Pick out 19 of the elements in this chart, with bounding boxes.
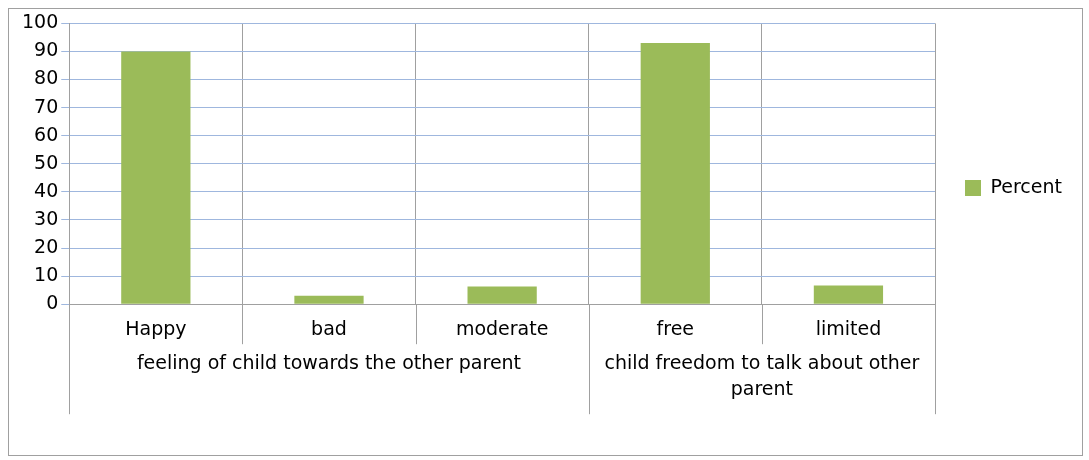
y-tick-label: 90 [34,38,59,61]
y-tick-label: 70 [34,94,59,117]
y-tick-label: 0 [46,291,59,314]
y-tick-label: 60 [34,122,59,145]
y-tick-label: 100 [22,10,59,33]
x-tick-label: moderate [455,316,549,339]
x-tick-label: Happy [125,316,187,339]
y-tick-label: 80 [34,66,59,89]
text: child freedom to talk about other parent [604,351,920,400]
x-tick-label: free [656,316,695,339]
y-tick-label: 40 [34,178,59,201]
y-tick-label: 50 [34,150,59,173]
y-tick-label: 20 [34,234,59,257]
x-tick-label: bad [311,316,347,339]
y-tick-label: 10 [34,263,59,286]
y-tick-label: 30 [34,206,59,229]
x-tick-label: limited [815,316,882,339]
legend-label: Percent [990,174,1063,197]
text: feeling of child towards the other parent [136,351,522,374]
